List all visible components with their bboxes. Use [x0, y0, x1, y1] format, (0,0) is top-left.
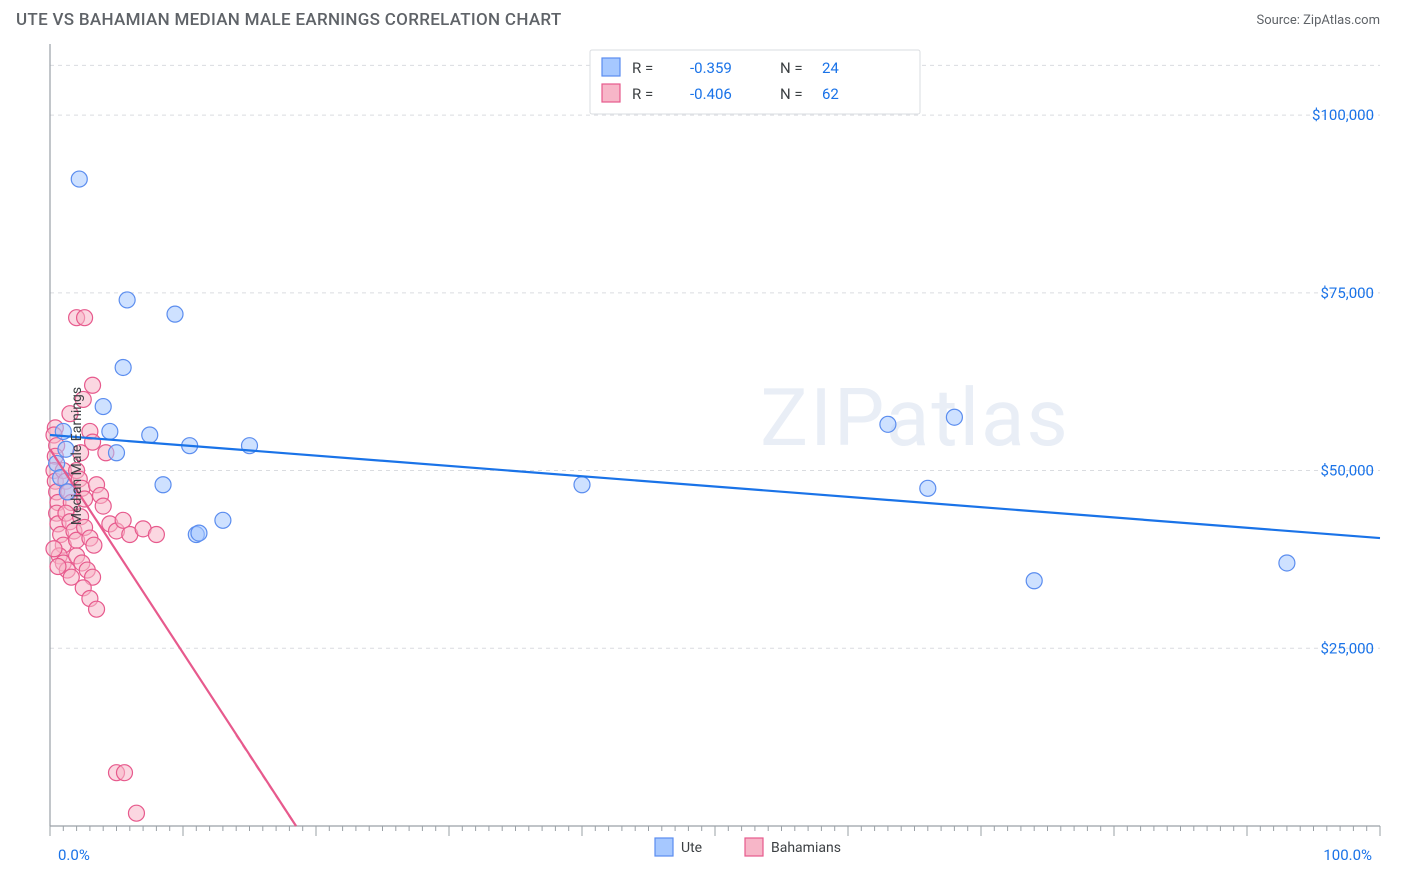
- point-ute: [1026, 573, 1042, 589]
- y-tick-label: $75,000: [1320, 284, 1374, 302]
- y-axis-label: Median Male Earnings: [69, 387, 85, 525]
- legend-n-value: 24: [822, 59, 839, 77]
- point-ute: [167, 306, 183, 322]
- point-bahamians: [89, 601, 105, 617]
- legend-r-label: R =: [632, 59, 653, 77]
- chart-container: Median Male Earnings ZIPatlas 0.0% 100.0% $…: [0, 36, 1406, 876]
- point-bahamians: [115, 512, 131, 528]
- legend-swatch: [602, 58, 620, 76]
- point-ute: [191, 525, 207, 541]
- point-ute: [1279, 555, 1295, 571]
- point-bahamians: [86, 537, 102, 553]
- source-prefix: Source:: [1256, 13, 1303, 28]
- point-ute: [880, 416, 896, 432]
- point-bahamians: [85, 377, 101, 393]
- trendline-ute: [50, 435, 1380, 538]
- point-ute: [115, 359, 131, 375]
- point-bahamians: [128, 805, 144, 821]
- x-tick-label: 100.0%: [1323, 846, 1372, 864]
- legend-n-value: 62: [822, 85, 839, 103]
- chart-title: UTE VS BAHAMIAN MEDIAN MALE EARNINGS COR…: [16, 10, 562, 30]
- point-ute: [119, 292, 135, 308]
- point-ute: [109, 445, 125, 461]
- point-ute: [215, 512, 231, 528]
- legend-r-value: -0.406: [690, 85, 732, 103]
- point-ute: [574, 477, 590, 493]
- source-credit: Source: ZipAtlas.com: [1256, 13, 1380, 28]
- y-tick-label: $25,000: [1320, 639, 1374, 657]
- point-ute: [142, 427, 158, 443]
- point-ute: [71, 171, 87, 187]
- watermark: ZIPatlas: [760, 371, 1070, 465]
- point-bahamians: [77, 310, 93, 326]
- legend-swatch: [602, 84, 620, 102]
- point-ute: [920, 480, 936, 496]
- legend-r-value: -0.359: [690, 59, 732, 77]
- y-tick-label: $50,000: [1320, 462, 1374, 480]
- x-tick-label: 0.0%: [58, 846, 90, 864]
- point-ute: [95, 399, 111, 415]
- bottom-legend-swatch: [655, 838, 673, 856]
- point-bahamians: [46, 541, 62, 557]
- legend-n-label: N =: [780, 85, 803, 103]
- correlation-scatter-chart: ZIPatlas 0.0% 100.0% $25,000 $50,000 $75,000 $…: [0, 36, 1406, 876]
- bottom-legend-swatch: [745, 838, 763, 856]
- y-tick-label: $100,000: [1312, 106, 1374, 124]
- point-bahamians: [50, 559, 66, 575]
- point-ute: [53, 470, 69, 486]
- bottom-legend-label: Bahamians: [771, 840, 841, 856]
- point-ute: [946, 409, 962, 425]
- source-name[interactable]: ZipAtlas.com: [1303, 13, 1380, 28]
- point-ute: [155, 477, 171, 493]
- point-ute: [102, 423, 118, 439]
- point-bahamians: [148, 527, 164, 543]
- legend-r-label: R =: [632, 85, 653, 103]
- point-bahamians: [95, 498, 111, 514]
- legend-n-label: N =: [780, 59, 803, 77]
- point-bahamians: [116, 765, 132, 781]
- bottom-legend-label: Ute: [681, 840, 702, 856]
- chart-header: UTE VS BAHAMIAN MEDIAN MALE EARNINGS COR…: [0, 0, 1406, 36]
